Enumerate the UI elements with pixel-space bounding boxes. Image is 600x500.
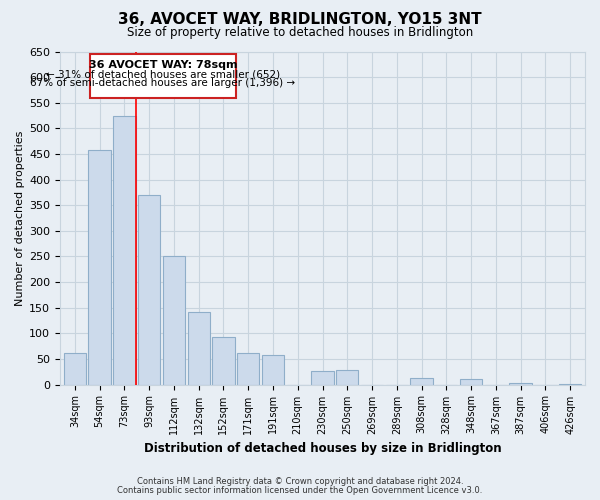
Text: Size of property relative to detached houses in Bridlington: Size of property relative to detached ho… — [127, 26, 473, 39]
Bar — [311, 370, 334, 384]
Bar — [188, 312, 210, 384]
Text: Contains HM Land Registry data © Crown copyright and database right 2024.: Contains HM Land Registry data © Crown c… — [137, 477, 463, 486]
Text: 36 AVOCET WAY: 78sqm: 36 AVOCET WAY: 78sqm — [89, 60, 237, 70]
Bar — [410, 378, 433, 384]
Bar — [237, 353, 259, 384]
Text: Contains public sector information licensed under the Open Government Licence v3: Contains public sector information licen… — [118, 486, 482, 495]
FancyBboxPatch shape — [90, 54, 236, 98]
Bar — [138, 196, 160, 384]
X-axis label: Distribution of detached houses by size in Bridlington: Distribution of detached houses by size … — [143, 442, 502, 455]
Text: 67% of semi-detached houses are larger (1,396) →: 67% of semi-detached houses are larger (… — [30, 78, 295, 88]
Bar — [88, 150, 111, 384]
Bar — [163, 256, 185, 384]
Bar — [262, 356, 284, 384]
Y-axis label: Number of detached properties: Number of detached properties — [15, 130, 25, 306]
Bar — [64, 353, 86, 384]
Bar — [113, 116, 136, 384]
Text: ← 31% of detached houses are smaller (652): ← 31% of detached houses are smaller (65… — [46, 70, 280, 80]
Bar — [509, 383, 532, 384]
Bar — [336, 370, 358, 384]
Text: 36, AVOCET WAY, BRIDLINGTON, YO15 3NT: 36, AVOCET WAY, BRIDLINGTON, YO15 3NT — [118, 12, 482, 28]
Bar — [460, 380, 482, 384]
Bar — [212, 337, 235, 384]
